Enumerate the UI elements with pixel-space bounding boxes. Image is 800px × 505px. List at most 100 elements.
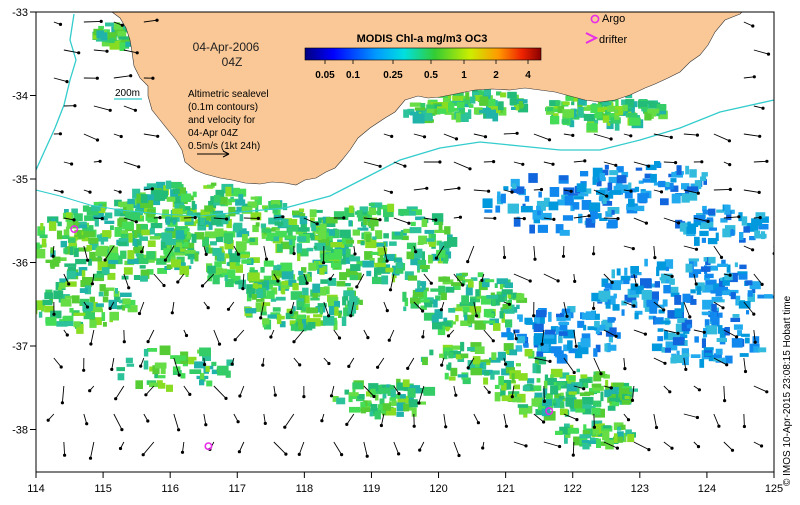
chlorophyll-cell <box>670 178 676 182</box>
chlorophyll-cell <box>172 209 183 218</box>
chlorophyll-cell <box>535 398 543 404</box>
chlorophyll-cell <box>79 225 88 229</box>
chlorophyll-cell <box>181 373 186 378</box>
chlorophyll-cell <box>586 311 595 320</box>
chlorophyll-cell <box>210 241 217 245</box>
chlorophyll-cell <box>252 294 257 300</box>
chlorophyll-cell <box>371 404 378 411</box>
chlorophyll-cell <box>110 312 120 321</box>
chlorophyll-cell <box>578 214 582 224</box>
chlorophyll-cell <box>468 281 474 287</box>
chlorophyll-cell <box>507 92 517 99</box>
chlorophyll-cell <box>53 290 63 299</box>
chlorophyll-cell <box>521 206 533 213</box>
chlorophyll-cell <box>342 296 346 305</box>
chlorophyll-cell <box>251 197 259 200</box>
chlorophyll-cell <box>409 399 418 407</box>
chlorophyll-cell <box>567 384 577 392</box>
chlorophyll-cell <box>740 353 749 357</box>
chlorophyll-cell <box>429 350 433 356</box>
chlorophyll-cell <box>148 240 156 247</box>
chlorophyll-cell <box>498 101 504 110</box>
chlorophyll-cell <box>584 114 596 121</box>
chlorophyll-cell <box>299 209 304 213</box>
chlorophyll-cell <box>403 307 406 312</box>
chlorophyll-cell <box>702 172 708 176</box>
chlorophyll-cell <box>600 392 603 402</box>
chlorophyll-cell <box>144 349 148 357</box>
chlorophyll-cell <box>717 338 727 342</box>
chlorophyll-cell <box>66 321 74 326</box>
chlorophyll-cell <box>383 233 389 238</box>
chlorophyll-cell <box>89 320 96 328</box>
chlorophyll-cell <box>330 242 342 247</box>
chlorophyll-cell <box>396 259 403 263</box>
chlorophyll-cell <box>98 26 104 29</box>
chlorophyll-cell <box>461 295 469 304</box>
chlorophyll-cell <box>538 192 542 198</box>
chlorophyll-cell <box>298 323 303 329</box>
chlorophyll-cell <box>300 216 308 224</box>
chlorophyll-cell <box>308 263 316 271</box>
chlorophyll-cell <box>199 348 211 357</box>
chlorophyll-cell <box>497 192 500 202</box>
chlorophyll-cell <box>151 223 163 228</box>
chlorophyll-cell <box>266 290 274 298</box>
chlorophyll-cell <box>65 281 77 286</box>
chlorophyll-cell <box>434 230 444 233</box>
chlorophyll-cell <box>40 223 43 230</box>
chlorophyll-cell <box>193 192 197 198</box>
chlorophyll-cell <box>642 290 652 300</box>
chlorophyll-cell <box>167 197 176 202</box>
chlorophyll-cell <box>507 333 514 340</box>
chlorophyll-cell <box>217 253 225 262</box>
chlorophyll-cell <box>691 354 701 358</box>
chlorophyll-cell <box>372 277 382 284</box>
chlorophyll-cell <box>118 242 127 246</box>
chlorophyll-cell <box>636 168 643 171</box>
chlorophyll-cell <box>625 396 630 399</box>
chlorophyll-cell <box>389 241 397 246</box>
x-tick-label: 121 <box>496 483 514 495</box>
chlorophyll-cell <box>329 253 340 260</box>
chlorophyll-cell <box>708 209 715 216</box>
chlorophyll-cell <box>699 231 708 236</box>
chlorophyll-cell <box>711 304 717 311</box>
chlorophyll-cell <box>705 325 717 334</box>
chlorophyll-cell <box>615 109 619 113</box>
x-tick-label: 122 <box>564 483 582 495</box>
chlorophyll-cell <box>116 367 125 371</box>
chlorophyll-cell <box>103 322 107 327</box>
chlorophyll-cell <box>534 333 543 340</box>
chlorophyll-cell <box>109 38 114 43</box>
chlorophyll-cell <box>398 209 409 216</box>
chlorophyll-cell <box>527 378 534 383</box>
chlorophyll-cell <box>465 92 469 100</box>
chlorophyll-cell <box>289 240 293 245</box>
chlorophyll-cell <box>674 295 681 305</box>
chlorophyll-cell <box>682 356 689 365</box>
chlorophyll-cell <box>445 373 449 380</box>
chlorophyll-cell <box>175 247 180 252</box>
chlorophyll-cell <box>215 231 219 237</box>
chlorophyll-cell <box>105 213 113 219</box>
chlorophyll-cell <box>582 397 593 405</box>
chlorophyll-cell <box>148 200 153 208</box>
chlorophyll-cell <box>700 177 706 182</box>
chlorophyll-cell <box>120 251 126 259</box>
chlorophyll-cell <box>650 174 657 183</box>
info-line-4: 04-Apr 04Z <box>188 128 238 139</box>
chlorophyll-cell <box>588 440 596 444</box>
chlorophyll-cell <box>302 288 309 296</box>
chlorophyll-cell <box>410 112 419 116</box>
info-line-2: (0.1m contours) <box>188 102 258 113</box>
chlorophyll-cell <box>173 220 176 225</box>
chlorophyll-cell <box>609 177 618 183</box>
chlorophyll-cell <box>580 171 588 176</box>
chlorophyll-cell <box>617 268 621 275</box>
chlorophyll-cell <box>363 216 367 225</box>
velocity-arrow <box>774 134 791 142</box>
chlorophyll-cell <box>702 339 706 348</box>
y-tick-label: -34 <box>12 91 28 103</box>
y-tick-label: -38 <box>12 425 28 437</box>
